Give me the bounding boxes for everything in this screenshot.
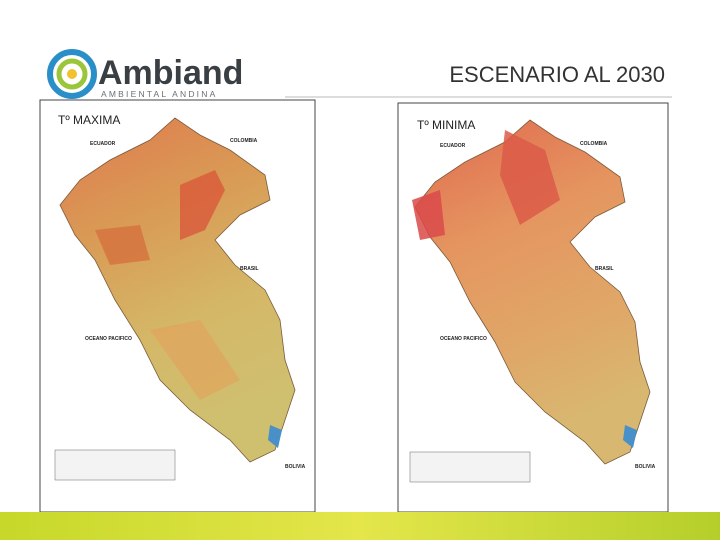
place-label: COLOMBIA: [230, 138, 258, 144]
logo-name: Ambiand: [98, 54, 243, 92]
zone: [150, 320, 240, 400]
place-label: BRASIL: [595, 266, 614, 272]
logo-dot: [67, 69, 77, 79]
place-label: OCEANO PACIFICO: [440, 336, 487, 342]
lake: [268, 425, 282, 448]
place-label: ECUADOR: [90, 141, 116, 147]
place-label: BRASIL: [240, 266, 259, 272]
logo-ring: [56, 58, 88, 90]
place-label: COLOMBIA: [580, 141, 608, 147]
place-label: BOLIVIA: [285, 464, 306, 470]
map-label: Tº MINIMA: [417, 118, 475, 132]
map-label: Tº MAXIMA: [58, 113, 120, 127]
map-legend-box: [409, 451, 531, 483]
logo-ring: [47, 49, 97, 99]
place-label: OCEANO PACIFICO: [85, 336, 132, 342]
place-label: ECUADOR: [440, 143, 466, 149]
lake: [623, 425, 637, 448]
logo: Ambiand AMBIENTAL ANDINA: [47, 49, 243, 99]
map-legend-box: [54, 449, 176, 481]
place-label: BOLIVIA: [635, 464, 656, 470]
hot-zone: [412, 190, 445, 240]
map-panel: Tº MINIMA ECUADOR COLOMBIA BRASIL OCEANO…: [397, 102, 669, 513]
slide-title: ESCENARIO AL 2030: [449, 62, 665, 87]
hot-zone: [500, 130, 560, 225]
hot-zone: [180, 170, 225, 240]
footer-band: [0, 512, 720, 540]
logo-tagline: AMBIENTAL ANDINA: [101, 89, 217, 99]
hot-zone: [95, 225, 150, 265]
map-panel: Tº MAXIMA ECUADOR COLOMBIA BRASIL OCEANO…: [39, 99, 316, 513]
